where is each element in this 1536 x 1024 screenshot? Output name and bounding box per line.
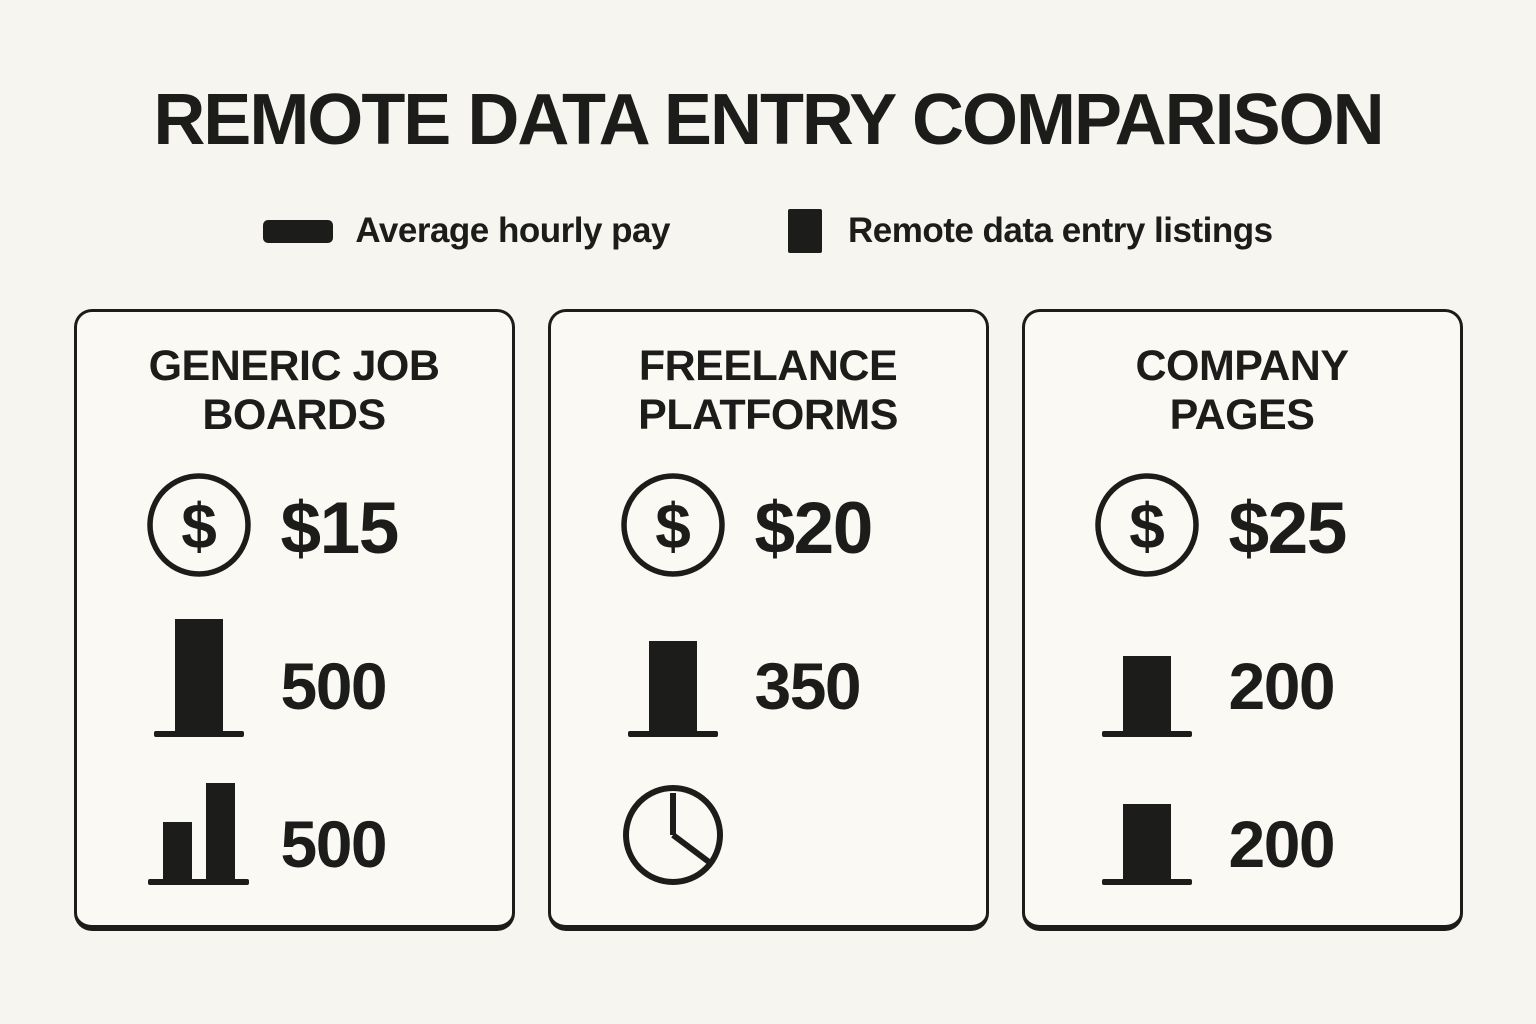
clock-icon bbox=[617, 782, 729, 885]
hourly-pay-row: $ $20 bbox=[551, 473, 986, 577]
extra-row: 500 bbox=[77, 782, 512, 885]
hourly-pay-row: $ $25 bbox=[1025, 473, 1460, 577]
dollar-circle-icon: $ bbox=[143, 473, 255, 577]
extra-row: 200 bbox=[1025, 782, 1460, 885]
card-title-line2: PLATFORMS bbox=[638, 391, 898, 439]
hourly-pay-value: $25 bbox=[1228, 487, 1348, 569]
extra-row bbox=[551, 782, 986, 885]
listings-value: 500 bbox=[280, 649, 388, 723]
dollar-circle-icon: $ bbox=[617, 473, 729, 577]
bar-chart-icon bbox=[143, 782, 255, 885]
single-bar-icon bbox=[617, 615, 729, 737]
hourly-pay-value: $15 bbox=[280, 487, 400, 569]
legend-label: Remote data entry listings bbox=[847, 211, 1273, 250]
dollar-circle-icon: $ bbox=[1091, 473, 1203, 577]
card-generic-job-boards: GENERIC JOB BOARDS $ $15 bbox=[73, 309, 515, 931]
card-company-pages: COMPANY PAGES $ $25 bbox=[1021, 309, 1463, 931]
hourly-pay-dash-icon bbox=[263, 219, 334, 243]
card-title: GENERIC JOB BOARDS bbox=[77, 342, 512, 440]
hourly-pay-value: $20 bbox=[754, 487, 874, 569]
svg-text:$: $ bbox=[1129, 490, 1165, 562]
card-title-line2: PAGES bbox=[1169, 391, 1315, 439]
extra-value: 200 bbox=[1228, 806, 1336, 881]
listings-row: 500 bbox=[77, 615, 512, 737]
legend-item-listings: Remote data entry listings bbox=[787, 209, 1273, 253]
listings-value: 200 bbox=[1228, 649, 1336, 723]
legend: Average hourly pay Remote data entry lis… bbox=[0, 206, 1536, 256]
single-bar-icon bbox=[143, 615, 255, 737]
extra-value: 500 bbox=[280, 806, 388, 881]
card-title: FREELANCE PLATFORMS bbox=[551, 342, 986, 440]
card-freelance-platforms: FREELANCE PLATFORMS $ $20 bbox=[547, 309, 989, 931]
listings-value: 350 bbox=[754, 649, 862, 723]
hourly-pay-row: $ $15 bbox=[77, 473, 512, 577]
svg-text:$: $ bbox=[181, 490, 217, 562]
card-title: COMPANY PAGES bbox=[1025, 342, 1460, 440]
single-bar-icon bbox=[1091, 782, 1203, 885]
single-bar-icon bbox=[1091, 615, 1203, 737]
listings-row: 200 bbox=[1025, 615, 1460, 737]
page-title: REMOTE DATA ENTRY COMPARISON bbox=[153, 80, 1384, 160]
listings-row: 350 bbox=[551, 615, 986, 737]
legend-item-hourly-pay: Average hourly pay bbox=[263, 211, 670, 251]
card-title-line2: BOARDS bbox=[202, 391, 386, 439]
listings-bar-icon bbox=[787, 209, 822, 253]
svg-text:$: $ bbox=[655, 490, 691, 562]
legend-label: Average hourly pay bbox=[355, 211, 670, 250]
card-title-line1: FREELANCE bbox=[638, 342, 898, 390]
comparison-cards: GENERIC JOB BOARDS $ $15 bbox=[0, 309, 1536, 931]
card-title-line1: COMPANY bbox=[1135, 342, 1349, 390]
card-title-line1: GENERIC JOB bbox=[148, 342, 440, 390]
